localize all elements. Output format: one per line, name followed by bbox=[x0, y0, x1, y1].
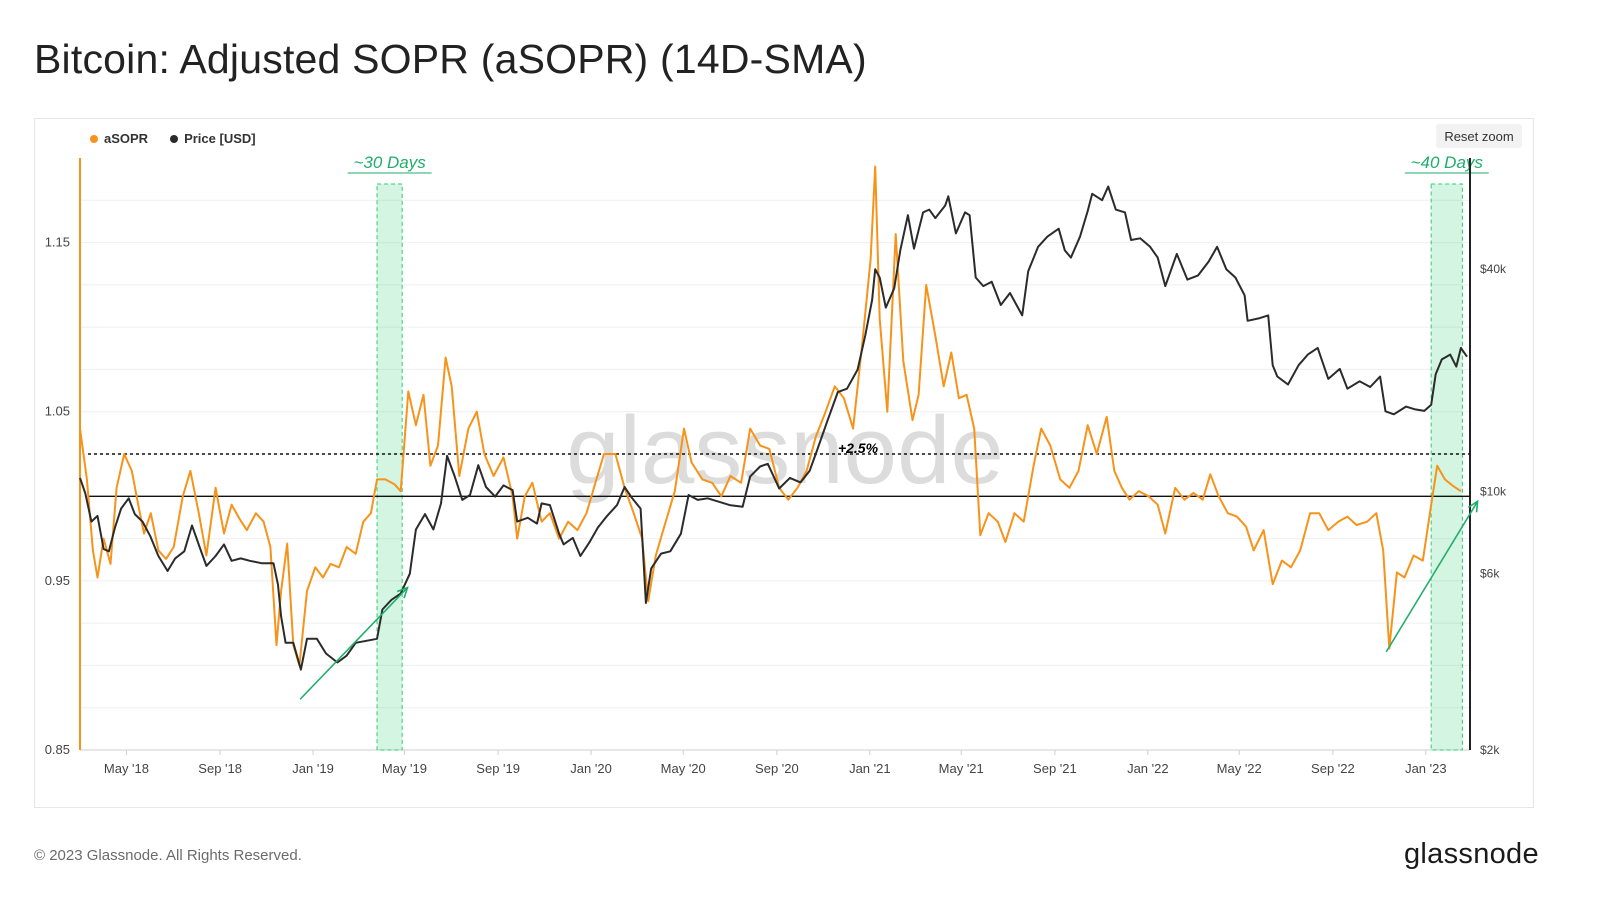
x-tick-label: Sep '22 bbox=[1311, 761, 1355, 776]
trend-arrow-line bbox=[299, 587, 409, 700]
trend-arrow-head bbox=[396, 586, 409, 599]
legend-item-price[interactable]: Price [USD] bbox=[170, 131, 256, 146]
asopr-line bbox=[79, 165, 1462, 667]
price-line bbox=[79, 185, 1468, 671]
tick-labels: May '18 Sep '18 Jan '19 May '19 Sep '19 Jan '… bbox=[45, 235, 1507, 776]
y-right-tick-label: $6k bbox=[1480, 567, 1500, 581]
highlight-band bbox=[376, 183, 403, 751]
x-tick-label: Jan '23 bbox=[1405, 761, 1447, 776]
axes bbox=[79, 158, 1471, 750]
reference-line-label: +2.5% bbox=[838, 440, 879, 456]
highlight-label: ~40 Days bbox=[1411, 153, 1484, 172]
legend-marker-price bbox=[170, 134, 179, 143]
x-tick-label: Sep '21 bbox=[1033, 761, 1077, 776]
legend-item-asopr[interactable]: aSOPR bbox=[90, 131, 148, 146]
x-tick-label: May '18 bbox=[104, 761, 149, 776]
y-left-tick-label: 0.85 bbox=[45, 742, 70, 757]
series-lines bbox=[79, 165, 1468, 671]
y-right-tick-label: $40k bbox=[1480, 262, 1507, 276]
reset-zoom-button[interactable]: Reset zoom bbox=[1436, 124, 1522, 148]
x-tick-label: Sep '20 bbox=[755, 761, 799, 776]
legend-label-price: Price [USD] bbox=[184, 131, 256, 146]
highlight-label: ~30 Days bbox=[353, 153, 426, 172]
x-tick-label: May '22 bbox=[1217, 761, 1262, 776]
x-tick-label: Sep '18 bbox=[198, 761, 242, 776]
legend-label-asopr: aSOPR bbox=[104, 131, 149, 146]
trend-arrow-line bbox=[1385, 500, 1479, 653]
x-tick-label: May '21 bbox=[939, 761, 984, 776]
y-right-tick-label: $10k bbox=[1480, 485, 1507, 499]
reference-lines: +2.5% bbox=[88, 440, 1470, 497]
page-title: Bitcoin: Adjusted SOPR (aSOPR) (14D-SMA) bbox=[34, 36, 867, 82]
watermark: glassnode bbox=[566, 397, 1004, 504]
y-left-tick-label: 1.15 bbox=[45, 235, 70, 250]
footer-logo: glassnode bbox=[1404, 838, 1539, 870]
legend: aSOPR Price [USD] bbox=[90, 131, 256, 146]
x-tick-label: Jan '22 bbox=[1127, 761, 1169, 776]
x-tick-label: Jan '21 bbox=[849, 761, 891, 776]
highlight-band bbox=[1430, 183, 1463, 751]
legend-marker-asopr bbox=[90, 134, 98, 143]
highlight-bands: ~30 Days ~40 Days bbox=[347, 153, 1489, 751]
y-left-tick-label: 1.05 bbox=[45, 404, 70, 419]
trend-arrows bbox=[299, 499, 1479, 700]
x-tick-label: Sep '19 bbox=[476, 761, 520, 776]
x-tick-label: Jan '19 bbox=[292, 761, 334, 776]
y-right-tick-label: $2k bbox=[1480, 743, 1500, 757]
x-tick-label: May '19 bbox=[382, 761, 427, 776]
x-tick-label: May '20 bbox=[661, 761, 706, 776]
trend-arrow-head bbox=[1467, 499, 1479, 513]
chart-frame bbox=[34, 118, 1534, 808]
x-tick-label: Jan '20 bbox=[570, 761, 612, 776]
footer-copyright: © 2023 Glassnode. All Rights Reserved. bbox=[34, 847, 302, 864]
y-left-tick-label: 0.95 bbox=[45, 573, 70, 588]
